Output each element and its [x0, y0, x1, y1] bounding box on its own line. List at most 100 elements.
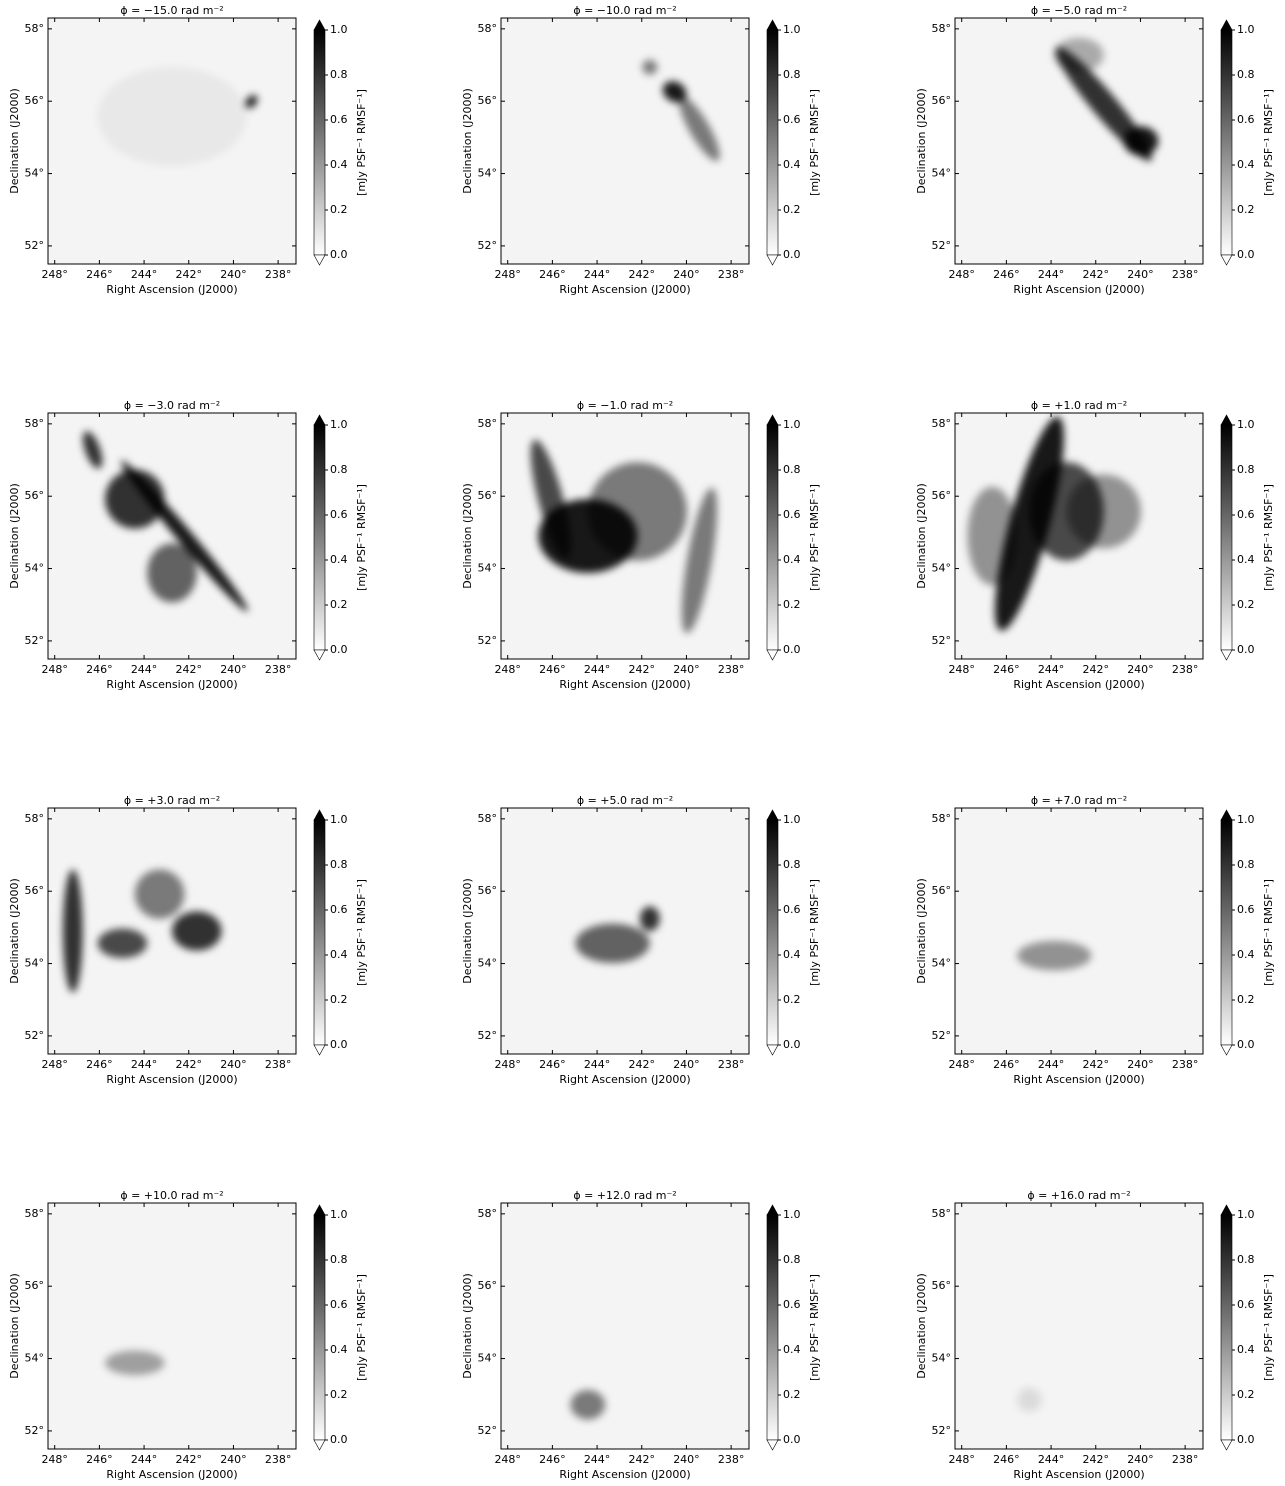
- emission-blob: [245, 95, 258, 109]
- x-tick-label: 238°: [265, 663, 292, 676]
- emission-blob: [134, 869, 185, 919]
- colorbar-tick-label: 1.0: [1237, 1208, 1255, 1221]
- emission-blob: [62, 869, 83, 993]
- y-tick-label: 56°: [478, 1279, 498, 1292]
- colorbar: [313, 29, 326, 256]
- emission: [62, 869, 222, 993]
- colorbar-tick-label: 0.0: [783, 1038, 801, 1051]
- colorbar-tick-label: 0.6: [330, 1298, 348, 1311]
- emission-blob: [639, 906, 660, 931]
- x-tick-label: 240°: [1127, 663, 1154, 676]
- image-background: [48, 808, 296, 1054]
- colorbar: [1220, 1214, 1233, 1441]
- panel-title: ϕ = +10.0 rad m⁻²: [120, 1189, 223, 1202]
- colorbar-tick-label: 1.0: [783, 418, 801, 431]
- x-axis-label: Right Ascension (J2000): [1013, 283, 1144, 296]
- y-axis-label: Declination (J2000): [8, 483, 21, 589]
- colorbar-extend-min: [1220, 254, 1233, 266]
- emission: [575, 906, 660, 963]
- colorbar-tick-label: 1.0: [783, 813, 801, 826]
- y-tick-label: 52°: [932, 1029, 952, 1042]
- colorbar: [313, 424, 326, 651]
- colorbar-tick-label: 0.2: [330, 598, 348, 611]
- colorbar-tick-label: 0.6: [1237, 113, 1255, 126]
- emission-blob: [575, 923, 650, 963]
- emission-blob: [97, 67, 247, 166]
- emission: [82, 431, 248, 612]
- colorbar-tick-label: 1.0: [330, 23, 348, 36]
- emission: [967, 416, 1142, 631]
- x-tick-label: 246°: [993, 663, 1020, 676]
- x-tick-label: 248°: [494, 1058, 521, 1071]
- emission-blob: [1123, 126, 1159, 156]
- colorbar-tick-label: 0.6: [1237, 903, 1255, 916]
- panel: ϕ = +5.0 rad m⁻² Right Ascension (J2000) D…: [461, 794, 821, 1086]
- y-tick-label: 56°: [478, 489, 498, 502]
- x-tick-label: 248°: [948, 268, 975, 281]
- axes-frame: [500, 412, 750, 660]
- colorbar-tick-label: 0.4: [783, 1343, 801, 1356]
- axes-frame: [47, 1202, 297, 1450]
- colorbar-extend-max: [313, 809, 326, 821]
- x-tick-label: 244°: [1038, 1453, 1065, 1466]
- panel: ϕ = +12.0 rad m⁻² Right Ascension (J2000)…: [461, 1189, 821, 1481]
- panel: ϕ = −5.0 rad m⁻² Right Ascension (J2000) D…: [915, 4, 1275, 296]
- colorbar-tick-label: 0.4: [330, 553, 348, 566]
- x-tick-label: 240°: [220, 663, 247, 676]
- colorbar-tick-label: 0.8: [330, 463, 348, 476]
- colorbar-label: [mJy PSF⁻¹ RMSF⁻¹]: [1262, 89, 1275, 196]
- colorbar-extend-min: [766, 1044, 779, 1056]
- colorbar-tick-label: 0.4: [1237, 948, 1255, 961]
- panel-title: ϕ = +7.0 rad m⁻²: [1031, 794, 1127, 807]
- y-tick-label: 52°: [932, 1424, 952, 1437]
- x-axis-label: Right Ascension (J2000): [106, 1073, 237, 1086]
- colorbar-tick-label: 1.0: [330, 1208, 348, 1221]
- colorbar-tick-label: 0.8: [783, 68, 801, 81]
- y-axis-label: Declination (J2000): [461, 483, 474, 589]
- y-tick-label: 54°: [478, 562, 498, 575]
- colorbar-tick-label: 0.2: [330, 1388, 348, 1401]
- y-tick-label: 52°: [25, 1424, 45, 1437]
- x-tick-label: 248°: [41, 268, 68, 281]
- emission-blob: [105, 469, 165, 529]
- colorbar-tick-label: 0.6: [1237, 508, 1255, 521]
- y-tick-label: 58°: [932, 1207, 952, 1220]
- x-tick-label: 248°: [41, 1453, 68, 1466]
- y-axis-label: Declination (J2000): [461, 878, 474, 984]
- x-tick-label: 246°: [993, 1058, 1020, 1071]
- colorbar-tick-label: 0.4: [1237, 158, 1255, 171]
- y-tick-label: 52°: [478, 1424, 498, 1437]
- image-background: [501, 1203, 749, 1449]
- emission: [642, 59, 720, 162]
- colorbar-tick-label: 1.0: [1237, 23, 1255, 36]
- panel-title: ϕ = −10.0 rad m⁻²: [573, 4, 676, 17]
- colorbar-tick-label: 0.8: [783, 858, 801, 871]
- colorbar-label: [mJy PSF⁻¹ RMSF⁻¹]: [1262, 879, 1275, 986]
- x-tick-label: 242°: [176, 1058, 203, 1071]
- y-tick-label: 56°: [932, 884, 952, 897]
- emission-blob: [642, 59, 658, 75]
- y-tick-label: 58°: [25, 22, 45, 35]
- y-tick-label: 58°: [932, 417, 952, 430]
- x-tick-label: 238°: [1172, 268, 1199, 281]
- colorbar-extend-max: [1220, 414, 1233, 426]
- colorbar-tick-label: 0.0: [330, 248, 348, 261]
- emission-blob: [1017, 1387, 1042, 1413]
- y-tick-label: 52°: [932, 239, 952, 252]
- x-tick-label: 242°: [1083, 1058, 1110, 1071]
- x-tick-label: 238°: [1172, 663, 1199, 676]
- colorbar-tick-label: 0.6: [783, 1298, 801, 1311]
- axes-frame: [500, 1202, 750, 1450]
- image-background: [955, 1203, 1203, 1449]
- colorbar-tick-label: 0.0: [783, 248, 801, 261]
- y-tick-label: 52°: [25, 1029, 45, 1042]
- emission-blob: [681, 487, 718, 634]
- y-tick-label: 56°: [932, 94, 952, 107]
- y-tick-label: 58°: [478, 417, 498, 430]
- y-axis-label: Declination (J2000): [915, 1273, 928, 1379]
- y-tick-label: 56°: [25, 1279, 45, 1292]
- emission-blob: [570, 1389, 606, 1420]
- colorbar-tick-label: 1.0: [330, 418, 348, 431]
- colorbar-extend-min: [1220, 1439, 1233, 1451]
